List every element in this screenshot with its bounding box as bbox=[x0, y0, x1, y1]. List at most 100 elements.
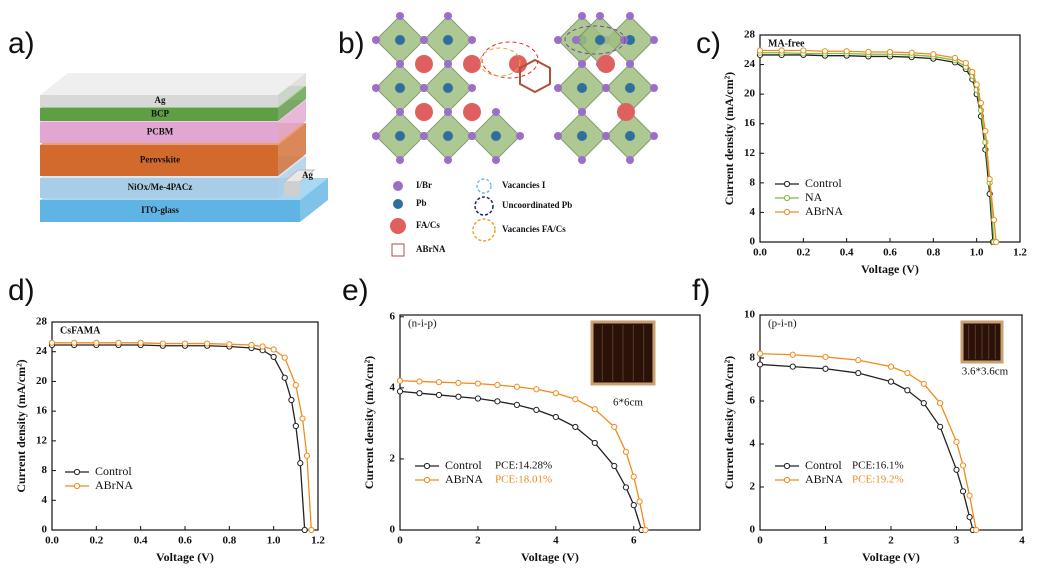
layer-front bbox=[40, 108, 278, 121]
data-point bbox=[966, 492, 973, 499]
data-point bbox=[552, 413, 559, 421]
data-point bbox=[455, 379, 462, 386]
data-point bbox=[953, 438, 960, 445]
halide-atom bbox=[372, 132, 380, 140]
halide-atom bbox=[578, 12, 586, 20]
y-tick-label: 16 bbox=[36, 405, 48, 417]
y-axis-title: Current density (mA/cm²) bbox=[722, 72, 736, 205]
x-tick-label: 0.0 bbox=[45, 535, 59, 547]
layer-side bbox=[300, 178, 328, 222]
data-point bbox=[572, 423, 579, 431]
layer-front bbox=[40, 145, 278, 176]
electrode-label: Ag bbox=[302, 170, 313, 180]
halide-atom bbox=[554, 84, 562, 92]
y-tick-label: 20 bbox=[744, 88, 756, 100]
x-axis-title: Voltage (V) bbox=[156, 550, 214, 564]
y-tick-label: 20 bbox=[36, 375, 48, 387]
halide-atom bbox=[396, 60, 404, 68]
data-point bbox=[886, 48, 894, 56]
legend-pce: PCE:14.28% bbox=[495, 460, 552, 472]
layer-top bbox=[40, 73, 306, 95]
data-point bbox=[270, 346, 277, 353]
legend-marker bbox=[783, 476, 791, 484]
data-point bbox=[789, 363, 796, 370]
legend-symbol bbox=[393, 181, 403, 191]
data-point bbox=[778, 47, 785, 54]
data-point bbox=[904, 387, 911, 394]
legend-label: Control bbox=[95, 464, 132, 478]
legend-label: Control bbox=[805, 176, 842, 190]
data-point bbox=[533, 406, 540, 413]
y-axis-title: Current density (mA/cm²) bbox=[722, 356, 736, 489]
data-point bbox=[937, 423, 944, 430]
vacancy bbox=[481, 41, 539, 79]
legend-label: Pb bbox=[416, 198, 427, 208]
data-point bbox=[494, 381, 501, 389]
data-point bbox=[887, 378, 895, 385]
data-point bbox=[986, 176, 993, 183]
halide-atom bbox=[396, 156, 404, 164]
legend-label: Control bbox=[445, 458, 482, 472]
x-tick-label: 0 bbox=[757, 535, 763, 547]
y-tick-label: 0 bbox=[750, 524, 756, 536]
legend-marker bbox=[783, 194, 791, 202]
legend-symbol bbox=[391, 243, 405, 257]
x-tick-label: 1.0 bbox=[267, 535, 281, 547]
halide-atom bbox=[650, 132, 658, 140]
y-tick-label: 28 bbox=[36, 316, 48, 328]
halide-atom bbox=[396, 12, 404, 20]
data-point bbox=[865, 48, 872, 56]
vacancy bbox=[479, 47, 521, 77]
y-tick-label: 16 bbox=[744, 117, 756, 129]
layer-label: BCP bbox=[151, 109, 170, 119]
y-tick-label: 4 bbox=[750, 438, 756, 450]
layer-side bbox=[278, 123, 306, 176]
data-point bbox=[973, 81, 980, 88]
data-point bbox=[930, 51, 937, 58]
y-tick-label: 4 bbox=[42, 494, 48, 506]
layer-label: NiOx/Me-4PACz bbox=[128, 182, 193, 192]
x-tick-label: 1.2 bbox=[311, 535, 325, 547]
data-point bbox=[474, 380, 482, 387]
data-point bbox=[977, 99, 985, 107]
legend-pce: PCE:18.01% bbox=[495, 474, 552, 486]
y-tick-label: 10 bbox=[744, 309, 756, 321]
series-line bbox=[760, 49, 997, 243]
data-point bbox=[71, 339, 78, 346]
x-tick-label: 0.2 bbox=[796, 247, 810, 259]
layer-front bbox=[40, 122, 278, 143]
halide-atom bbox=[578, 156, 586, 164]
inset-label: 6*6cm bbox=[613, 397, 643, 409]
legend-pce: PCE:19.2% bbox=[852, 474, 904, 486]
pb-atom bbox=[595, 35, 605, 45]
panel-label: b) bbox=[338, 27, 365, 60]
data-point bbox=[494, 398, 501, 405]
x-tick-label: 0.6 bbox=[178, 535, 192, 547]
legend-label: ABrNA bbox=[445, 472, 483, 486]
x-tick-label: 4 bbox=[553, 535, 559, 547]
halide-atom bbox=[554, 36, 562, 44]
legend-marker bbox=[73, 482, 81, 490]
y-tick-label: 0 bbox=[390, 524, 396, 536]
y-tick-label: 6 bbox=[390, 310, 396, 322]
series-line bbox=[760, 52, 995, 243]
legend-marker bbox=[423, 462, 431, 470]
legend-symbol bbox=[474, 196, 494, 216]
panel-label: a) bbox=[8, 27, 35, 60]
data-point bbox=[904, 369, 911, 377]
data-point bbox=[920, 380, 927, 387]
halide-atom bbox=[396, 108, 404, 116]
series-line bbox=[759, 353, 977, 531]
x-tick-label: 0 bbox=[397, 535, 403, 547]
layer-label: Ag bbox=[155, 95, 166, 105]
data-point bbox=[611, 423, 618, 431]
x-tick-label: 2 bbox=[475, 535, 481, 547]
data-point bbox=[513, 383, 520, 390]
x-tick-label: 2 bbox=[888, 535, 894, 547]
y-tick-label: 4 bbox=[750, 206, 756, 218]
data-point bbox=[288, 396, 295, 404]
halide-atom bbox=[420, 36, 428, 44]
panel-label: e) bbox=[342, 274, 369, 307]
x-tick-label: 1.0 bbox=[970, 247, 984, 259]
legend-symbol bbox=[390, 218, 406, 234]
